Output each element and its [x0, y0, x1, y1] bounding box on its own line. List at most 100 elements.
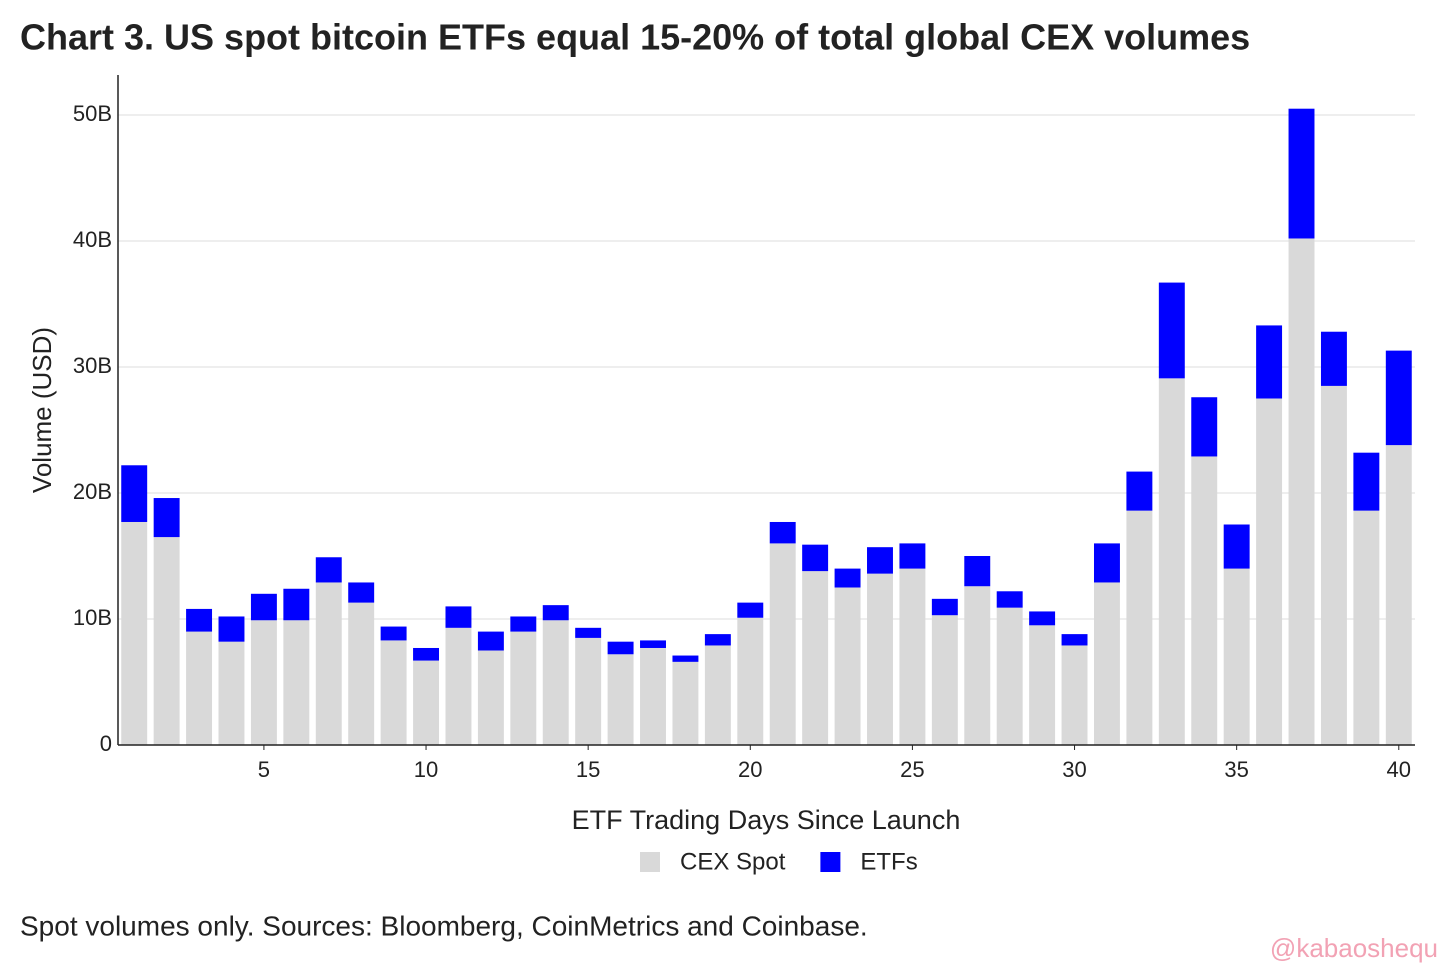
legend-swatch — [820, 852, 841, 872]
bar-segment — [1256, 325, 1283, 399]
bar-segment — [348, 582, 375, 603]
y-tick-label: 10B — [73, 605, 112, 630]
bar-segment — [737, 602, 764, 618]
bar-segment — [1320, 331, 1347, 386]
x-tick-label: 5 — [258, 757, 270, 782]
bar-segment — [413, 647, 440, 661]
bar-segment — [186, 631, 213, 745]
watermark: @kabaoshequ — [1270, 933, 1438, 963]
x-tick-label: 25 — [900, 757, 924, 782]
bar-segment — [1191, 397, 1218, 457]
bar-segment — [1256, 398, 1283, 745]
y-tick-label: 30B — [73, 353, 112, 378]
bar-segment — [802, 571, 829, 745]
bar-segment — [704, 645, 731, 745]
bar-segment — [250, 593, 277, 621]
bar-segment — [1029, 625, 1056, 745]
bar-segment — [380, 626, 407, 641]
bar-segment — [542, 620, 569, 745]
bar-segment — [899, 543, 926, 569]
legend-label: CEX Spot — [680, 848, 786, 875]
legend: CEX Spot ETFs — [640, 848, 918, 875]
bar-segment — [769, 521, 796, 544]
bar-segment — [575, 627, 602, 638]
x-tick-label: 40 — [1387, 757, 1411, 782]
bar-segment — [315, 557, 342, 583]
legend-label: ETFs — [860, 848, 917, 875]
bar-segment — [218, 641, 245, 745]
bar-segment — [1061, 634, 1088, 646]
bar-segment — [867, 573, 893, 745]
x-tick-label: 30 — [1062, 757, 1086, 782]
bar-segment — [445, 606, 472, 628]
bar-segment — [283, 620, 310, 745]
bar-segment — [1353, 510, 1380, 745]
bar-segment — [477, 650, 504, 745]
bar-segment — [1353, 452, 1380, 511]
bar-segment — [380, 640, 407, 745]
y-tick-label: 0 — [100, 731, 112, 756]
bar-segment — [867, 547, 893, 574]
bar-segment — [542, 605, 569, 621]
bar-segment — [121, 465, 148, 522]
bar-segment — [996, 607, 1023, 745]
footnote: Spot volumes only. Sources: Bloomberg, C… — [20, 910, 868, 941]
y-tick-label: 20B — [73, 479, 112, 504]
bar-segment — [964, 586, 991, 745]
bar-segment — [1126, 510, 1153, 745]
bar-segment — [1093, 543, 1120, 583]
bar-segment — [802, 544, 829, 572]
bar-segment — [348, 602, 375, 745]
bar-segment — [672, 655, 699, 662]
bar-segment — [1320, 385, 1347, 745]
bar-segment — [931, 598, 958, 616]
bar-segment — [607, 654, 634, 745]
bar-segment — [510, 616, 537, 632]
bar-segment — [964, 556, 991, 587]
bar-segment — [1158, 378, 1185, 745]
bar-segment — [153, 537, 180, 745]
bar-segment — [1288, 238, 1315, 746]
bar-segment — [769, 543, 796, 745]
x-tick-label: 10 — [414, 757, 438, 782]
bar-segment — [996, 591, 1023, 608]
bar-segment — [1191, 456, 1218, 745]
bar-segment — [672, 661, 699, 745]
y-axis-title: Volume (USD) — [27, 327, 57, 493]
bar-segment — [121, 521, 148, 745]
bar-segment — [477, 631, 504, 651]
legend-swatch — [640, 852, 660, 872]
x-tick-label: 20 — [738, 757, 762, 782]
bar-segment — [218, 616, 245, 642]
bar-segment — [1223, 524, 1250, 569]
y-tick-label: 40B — [73, 227, 112, 252]
bar-segment — [186, 608, 213, 632]
bar-segment — [413, 660, 440, 745]
bar-segment — [315, 582, 342, 745]
bar-segment — [931, 615, 958, 745]
bar-segment — [1288, 108, 1315, 239]
bar-segment — [1029, 611, 1056, 626]
bar-segment — [510, 631, 537, 745]
bar-segment — [834, 587, 861, 745]
chart-title: Chart 3. US spot bitcoin ETFs equal 15-2… — [20, 17, 1250, 58]
bar-segment — [899, 568, 926, 745]
bar-segment — [607, 641, 634, 655]
bar-segment — [834, 568, 861, 588]
bar-segment — [737, 617, 764, 745]
bar-segment — [1223, 568, 1250, 745]
bar-segment — [283, 588, 310, 621]
bar-segment — [445, 627, 472, 745]
bar-segment — [1385, 445, 1412, 745]
x-tick-label: 15 — [576, 757, 600, 782]
bar-segment — [640, 640, 666, 648]
bar-segment — [1126, 471, 1153, 511]
x-tick-label: 35 — [1224, 757, 1248, 782]
x-axis-title: ETF Trading Days Since Launch — [572, 805, 961, 835]
y-tick-label: 50B — [73, 101, 112, 126]
bar-segment — [1158, 282, 1185, 379]
bar-segment — [640, 647, 666, 745]
bar-segment — [1385, 350, 1412, 446]
bar-segment — [153, 498, 180, 538]
